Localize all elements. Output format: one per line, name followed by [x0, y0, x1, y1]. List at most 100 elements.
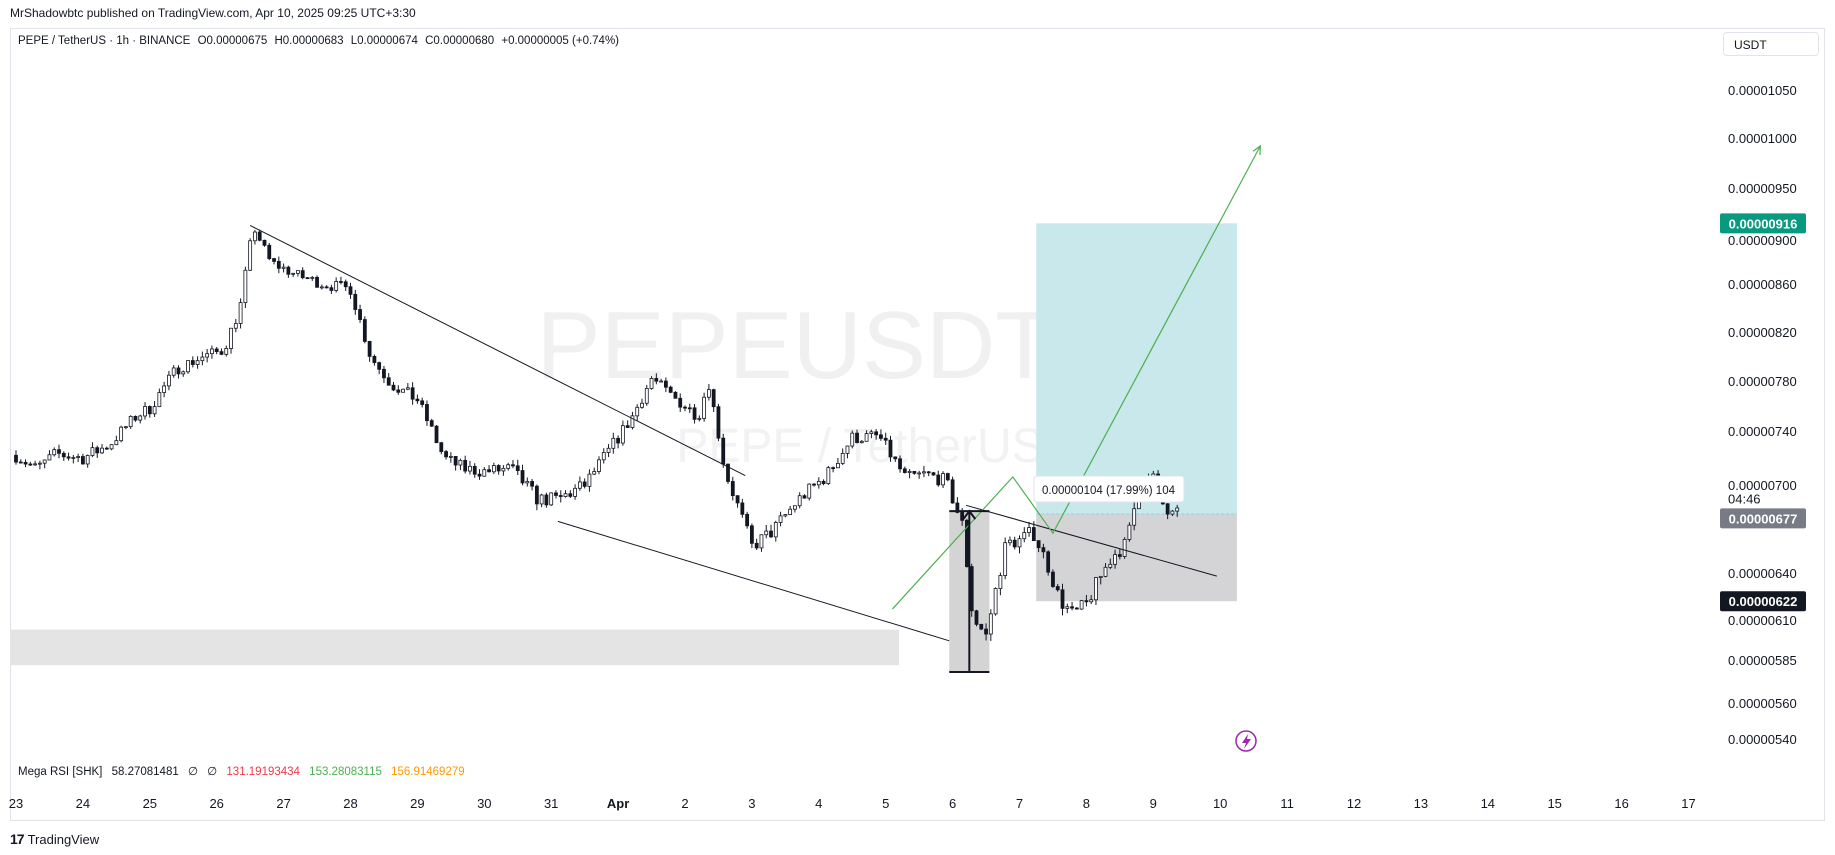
price-tick: 0.00000560	[1728, 696, 1797, 711]
change-value: +0.00000005 (+0.74%)	[501, 35, 620, 47]
candle-body	[205, 353, 210, 358]
candle-body	[1070, 606, 1074, 609]
price-tick: 0.00000780	[1728, 374, 1797, 389]
rsi-value-3: ∅	[207, 766, 218, 778]
candle-body	[401, 388, 405, 393]
price-axis[interactable]: 0.00001050 0.00001000 0.00000950 0.00000900…	[1728, 83, 1797, 747]
time-tick: 2	[681, 796, 688, 811]
candle-body	[687, 407, 692, 410]
support-zone	[10, 629, 900, 666]
candle-body	[42, 459, 47, 464]
candle-body	[711, 389, 716, 408]
time-axis[interactable]: 23 24 25 26 27 28 29 30 31 Apr 2 3 4 5 6 7 8 9 10 11 12 13 14 1…	[9, 796, 1696, 811]
candle-body	[998, 575, 1003, 589]
candle-body	[1108, 563, 1113, 568]
candle-body	[955, 502, 960, 513]
candle-body	[649, 378, 654, 389]
price-tick: 0.00000540	[1728, 732, 1797, 747]
candle-body	[190, 360, 195, 365]
candle-body	[764, 530, 769, 536]
currency-selector[interactable]: USDT	[1723, 32, 1819, 56]
candle-body	[1098, 575, 1103, 578]
lightning-icon[interactable]	[1235, 730, 1257, 752]
candle-body	[745, 513, 750, 527]
rsi-name[interactable]: Mega RSI [SHK]	[18, 766, 103, 778]
candle-body	[788, 508, 793, 515]
candle-body	[1008, 539, 1012, 544]
candle-body	[1074, 607, 1079, 610]
lower-trendline	[557, 520, 950, 642]
candle-body	[14, 454, 18, 463]
candle-body	[186, 360, 190, 373]
candle-body	[453, 456, 458, 466]
candle-body	[66, 456, 71, 459]
candle-body	[812, 483, 816, 486]
candle-body	[936, 474, 941, 486]
price-tick: 0.00000640	[1728, 566, 1797, 581]
candle-body	[210, 348, 214, 355]
candle-body	[262, 239, 267, 246]
candle-body	[305, 277, 310, 280]
low-value: L0.00000674	[350, 35, 418, 47]
candle-body	[730, 481, 735, 497]
candle-body	[635, 406, 640, 417]
candle-body	[367, 340, 372, 357]
time-tick: 11	[1280, 796, 1294, 811]
candle-body	[47, 454, 52, 461]
candle-body	[1017, 538, 1022, 548]
candle-body	[988, 613, 993, 635]
candle-body	[577, 481, 582, 489]
price-tick: 0.00001000	[1728, 131, 1797, 146]
candle-body	[348, 286, 353, 295]
candle-body	[1051, 571, 1055, 587]
candle-body	[448, 456, 453, 458]
candle-body	[821, 480, 826, 484]
candle-body	[491, 465, 496, 473]
candle-body	[726, 463, 730, 482]
candle-body	[1175, 507, 1180, 512]
candle-body	[1103, 566, 1108, 577]
candle-body	[864, 433, 869, 442]
price-badge	[1720, 213, 1806, 234]
candle-body	[826, 467, 831, 484]
candle-body	[33, 463, 38, 466]
candle-body	[114, 440, 119, 446]
rsi-value-5: 153.28083115	[309, 766, 382, 778]
candle-body	[979, 623, 984, 630]
candle-body	[506, 464, 511, 469]
candle-body	[377, 362, 382, 370]
candle-body	[61, 452, 66, 458]
candle-body	[558, 495, 563, 497]
candle-body	[200, 356, 205, 362]
candle-body	[520, 470, 525, 484]
candle-body	[931, 472, 936, 476]
candle-body	[530, 481, 534, 487]
publisher-line: MrShadowbtc published on TradingView.com…	[10, 6, 416, 20]
candle-body	[859, 440, 864, 444]
candle-body	[468, 465, 472, 472]
footer-brand[interactable]: 17 TradingView	[10, 831, 99, 847]
candle-body	[807, 483, 812, 499]
candle-body	[296, 270, 300, 274]
rsi-legend: Mega RSI [SHK] 58.27081481 ∅ ∅ 131.19193…	[18, 764, 471, 778]
price-tick: 0.00000900	[1728, 233, 1797, 248]
candle-body	[912, 470, 917, 474]
price-tick: 0.00000610	[1728, 613, 1797, 628]
candle-body	[119, 426, 124, 442]
candle-body	[396, 389, 401, 393]
footer-logo-text: TradingView	[27, 831, 100, 847]
candle-body	[267, 244, 272, 259]
time-tick: 3	[748, 796, 755, 811]
candle-body	[425, 404, 429, 422]
candle-body	[754, 542, 759, 549]
candle-body	[836, 462, 840, 469]
candle-body	[1041, 547, 1046, 553]
candle-body	[515, 465, 520, 471]
candle-body	[248, 240, 253, 271]
symbol-name[interactable]: PEPE / TetherUS · 1h · BINANCE	[18, 35, 191, 47]
candle-body	[620, 425, 625, 444]
candle-body	[587, 473, 592, 487]
candle-body	[683, 406, 687, 409]
projection-path	[891, 145, 1261, 610]
